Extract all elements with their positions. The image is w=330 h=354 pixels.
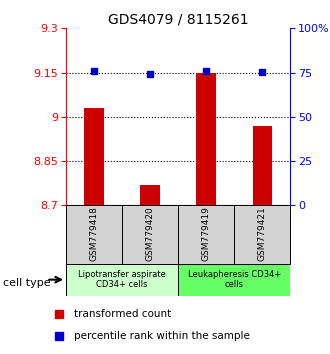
- Text: cell type: cell type: [3, 278, 51, 288]
- Text: GSM779418: GSM779418: [89, 206, 99, 261]
- Bar: [196, 73, 216, 205]
- Bar: [66, 205, 122, 264]
- Bar: [140, 185, 160, 205]
- Text: percentile rank within the sample: percentile rank within the sample: [74, 331, 249, 342]
- Text: Lipotransfer aspirate
CD34+ cells: Lipotransfer aspirate CD34+ cells: [78, 270, 166, 289]
- Text: transformed count: transformed count: [74, 309, 171, 320]
- Text: GDS4079 / 8115261: GDS4079 / 8115261: [108, 12, 248, 27]
- Text: Leukapheresis CD34+
cells: Leukapheresis CD34+ cells: [188, 270, 281, 289]
- Text: GSM779419: GSM779419: [202, 206, 211, 261]
- Bar: [178, 205, 234, 264]
- Bar: [234, 205, 290, 264]
- Bar: [66, 264, 178, 296]
- Bar: [122, 205, 178, 264]
- Bar: [178, 264, 290, 296]
- Bar: [252, 126, 272, 205]
- Text: GSM779420: GSM779420: [146, 206, 155, 261]
- Bar: [84, 108, 104, 205]
- Text: GSM779421: GSM779421: [258, 206, 267, 261]
